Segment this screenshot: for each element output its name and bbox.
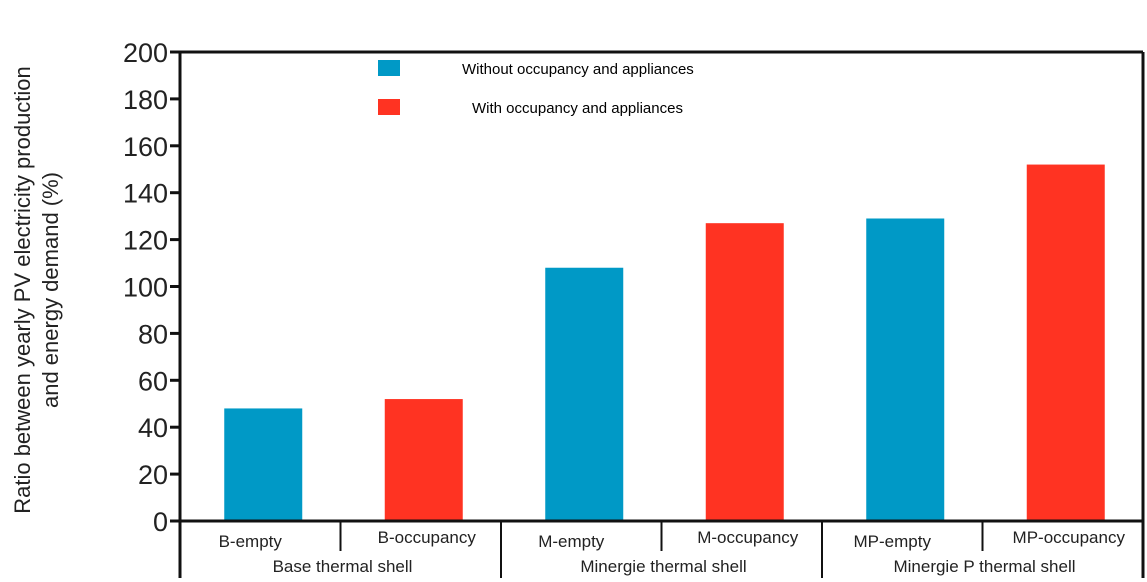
bar-m-occupancy [705,223,784,521]
x-category-label: MP-empty [854,532,932,551]
legend-label: Without occupancy and appliances [462,61,694,78]
x-category-label: MP-occupancy [1013,528,1126,547]
y-axis-title: Ratio between yearly PV electricity prod… [10,66,63,514]
legend-swatch [378,99,400,115]
legend: Without occupancy and appliances With occ… [378,60,694,117]
x-group-label: Base thermal shell [273,557,413,576]
y-axis-title-line2: and energy demand (%) [38,172,63,408]
legend-label: With occupancy and appliances [472,100,683,117]
y-tick-label: 80 [138,319,168,349]
y-tick-label: 60 [138,366,168,396]
x-group-label: Minergie P thermal shell [893,557,1075,576]
x-category-label: B-empty [219,532,283,551]
y-tick-label: 100 [123,273,168,303]
bar-b-occupancy [384,399,463,521]
bar-mp-occupancy [1026,164,1105,521]
x-axis-labels: B-empty B-occupancy M-empty M-occupancy MP-e… [219,521,1126,578]
bar-b-empty [224,408,303,521]
bar-m-empty [545,267,624,521]
y-tick-label: 40 [138,413,168,443]
bar-mp-empty [866,218,945,521]
x-category-label: M-occupancy [697,528,799,547]
y-tick-label: 180 [123,85,168,115]
x-category-label: M-empty [538,532,605,551]
y-tick-label: 20 [138,460,168,490]
y-axis-title-line1: Ratio between yearly PV electricity prod… [10,66,35,514]
y-tick-label: 0 [153,507,168,537]
axes [178,50,1145,578]
x-category-label: B-occupancy [378,528,477,547]
x-group-label: Minergie thermal shell [580,557,746,576]
y-tick-label: 120 [123,226,168,256]
y-tick-label: 140 [123,179,168,209]
y-tick-label: 160 [123,132,168,162]
y-tick-label: 200 [123,38,168,68]
legend-swatch [378,60,400,76]
y-axis-ticks: 0 20 40 60 80 100 120 140 160 180 200 [123,38,180,537]
bars [224,164,1105,521]
